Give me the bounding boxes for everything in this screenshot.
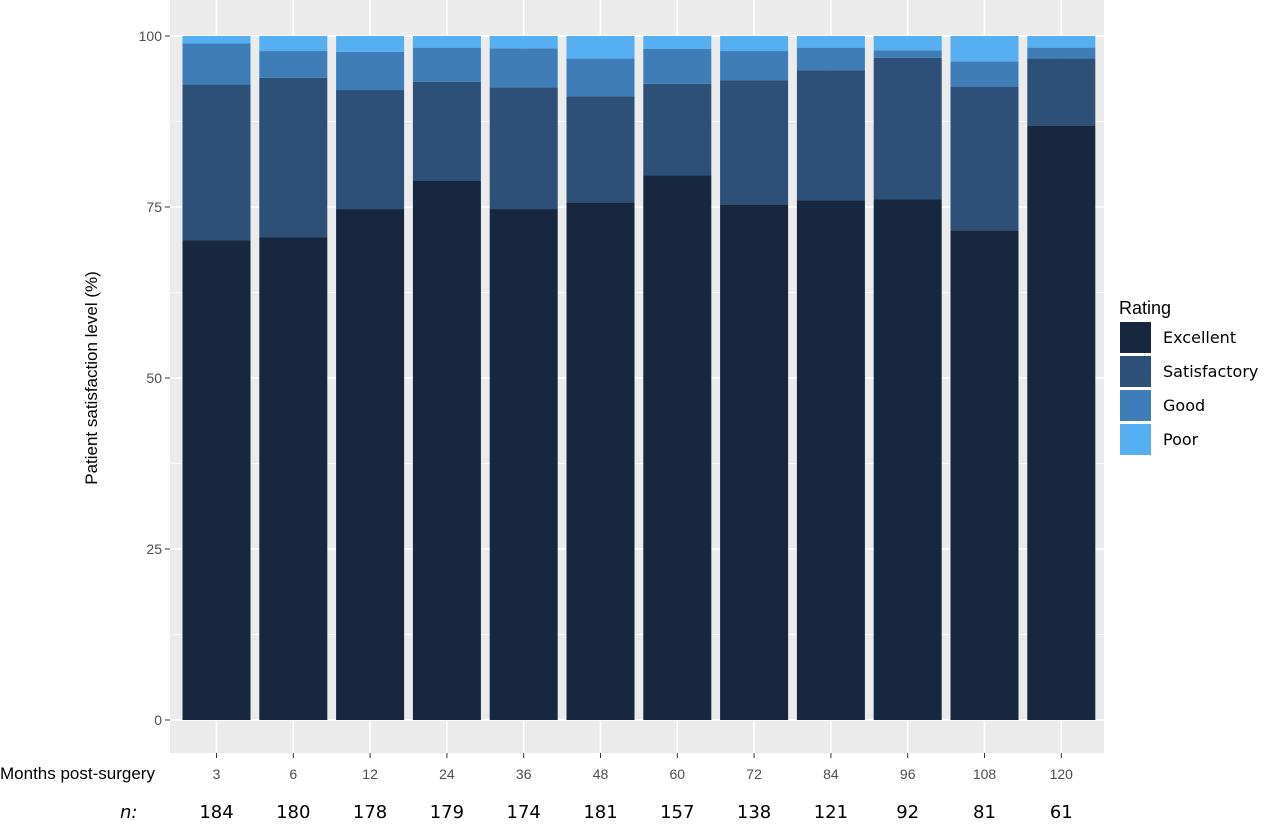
bar-satisfactory-6 xyxy=(259,77,328,238)
bar-good-12 xyxy=(336,51,405,91)
bar-excellent-120 xyxy=(1027,125,1096,720)
bar-excellent-48 xyxy=(566,202,635,720)
bar-excellent-72 xyxy=(720,204,789,720)
bar-good-84 xyxy=(796,47,865,71)
n-values-row: 184 180 178 179 174 181 157 138 121 92 81 61 xyxy=(199,802,1072,823)
x-tick-label: 3 xyxy=(213,766,221,782)
bar-good-48 xyxy=(566,58,635,97)
n-value: 157 xyxy=(660,802,694,823)
y-axis: 0 25 50 75 100 xyxy=(139,28,170,728)
bar-satisfactory-72 xyxy=(720,80,789,205)
bar-good-60 xyxy=(643,48,712,84)
bar-good-36 xyxy=(489,48,558,88)
n-value: 181 xyxy=(583,802,617,823)
bar-good-72 xyxy=(720,51,789,81)
bar-excellent-60 xyxy=(643,175,712,720)
bar-excellent-6 xyxy=(259,237,328,720)
bar-satisfactory-3 xyxy=(182,84,251,241)
n-value: 92 xyxy=(896,802,919,823)
x-axis-label: Months post-surgery xyxy=(0,764,155,783)
n-value: 184 xyxy=(199,802,233,823)
legend: Rating Excellent Satisfactory Good Poor xyxy=(1119,298,1258,455)
n-value: 179 xyxy=(430,802,464,823)
bar-excellent-3 xyxy=(182,240,251,721)
bar-good-120 xyxy=(1027,47,1096,59)
bar-poor-36 xyxy=(489,36,558,49)
x-tick-label: 84 xyxy=(823,766,839,782)
x-tick-label: 96 xyxy=(900,766,916,782)
x-tick-label: 60 xyxy=(670,766,686,782)
x-axis: 3 6 12 24 36 48 60 72 84 96 108 120 xyxy=(213,753,1074,782)
y-tick-label: 0 xyxy=(154,712,162,728)
bar-good-96 xyxy=(873,50,942,58)
y-tick-label: 50 xyxy=(146,370,162,386)
legend-title: Rating xyxy=(1119,298,1171,318)
legend-label-poor: Poor xyxy=(1163,430,1199,449)
x-tick-label: 72 xyxy=(746,766,762,782)
bar-satisfactory-12 xyxy=(336,90,405,210)
bar-satisfactory-60 xyxy=(643,83,712,176)
y-tick-label: 25 xyxy=(146,541,162,557)
x-tick-label: 48 xyxy=(593,766,609,782)
n-value: 121 xyxy=(814,802,848,823)
bar-poor-48 xyxy=(566,36,635,59)
x-tick-label: 12 xyxy=(362,766,378,782)
legend-swatch-good xyxy=(1120,390,1151,421)
bar-satisfactory-120 xyxy=(1027,58,1096,126)
bar-excellent-108 xyxy=(950,230,1019,721)
x-tick-label: 120 xyxy=(1050,766,1074,782)
bar-poor-3 xyxy=(182,36,251,44)
bar-good-108 xyxy=(950,61,1019,87)
bar-good-3 xyxy=(182,43,251,85)
bar-satisfactory-48 xyxy=(566,96,635,203)
legend-swatch-poor xyxy=(1120,424,1151,455)
bar-poor-96 xyxy=(873,36,942,51)
bar-excellent-12 xyxy=(336,209,405,720)
bar-satisfactory-36 xyxy=(489,87,558,210)
bar-good-6 xyxy=(259,51,328,78)
bar-poor-12 xyxy=(336,36,405,52)
bar-satisfactory-96 xyxy=(873,57,942,200)
legend-swatch-satisfactory xyxy=(1120,356,1151,387)
y-tick-label: 100 xyxy=(139,28,163,44)
bar-poor-6 xyxy=(259,36,328,52)
legend-swatch-excellent xyxy=(1120,322,1151,353)
n-value: 180 xyxy=(276,802,310,823)
bar-poor-84 xyxy=(796,36,865,48)
legend-label-satisfactory: Satisfactory xyxy=(1163,362,1258,381)
legend-label-excellent: Excellent xyxy=(1163,328,1236,347)
x-tick-label: 108 xyxy=(973,766,997,782)
x-tick-label: 24 xyxy=(439,766,455,782)
y-tick-label: 75 xyxy=(146,199,162,215)
x-tick-label: 6 xyxy=(289,766,297,782)
bar-satisfactory-108 xyxy=(950,86,1019,231)
bar-excellent-84 xyxy=(796,200,865,720)
n-value: 138 xyxy=(737,802,771,823)
bar-excellent-24 xyxy=(412,181,481,720)
bar-satisfactory-84 xyxy=(796,70,865,201)
n-label: n: xyxy=(120,802,137,823)
bar-excellent-96 xyxy=(873,199,942,720)
n-value: 61 xyxy=(1050,802,1073,823)
n-value: 174 xyxy=(507,802,541,823)
bar-poor-24 xyxy=(412,36,481,48)
bar-poor-60 xyxy=(643,36,712,49)
n-value: 81 xyxy=(973,802,996,823)
bars xyxy=(182,36,1096,721)
bar-good-24 xyxy=(412,47,481,82)
y-axis-label: Patient satisfaction level (%) xyxy=(82,271,101,485)
n-value: 178 xyxy=(353,802,387,823)
bar-poor-120 xyxy=(1027,36,1096,48)
bar-poor-72 xyxy=(720,36,789,52)
legend-label-good: Good xyxy=(1163,396,1205,415)
bar-excellent-36 xyxy=(489,209,558,720)
x-tick-label: 36 xyxy=(516,766,532,782)
bar-poor-108 xyxy=(950,36,1019,62)
bar-satisfactory-24 xyxy=(412,81,481,182)
